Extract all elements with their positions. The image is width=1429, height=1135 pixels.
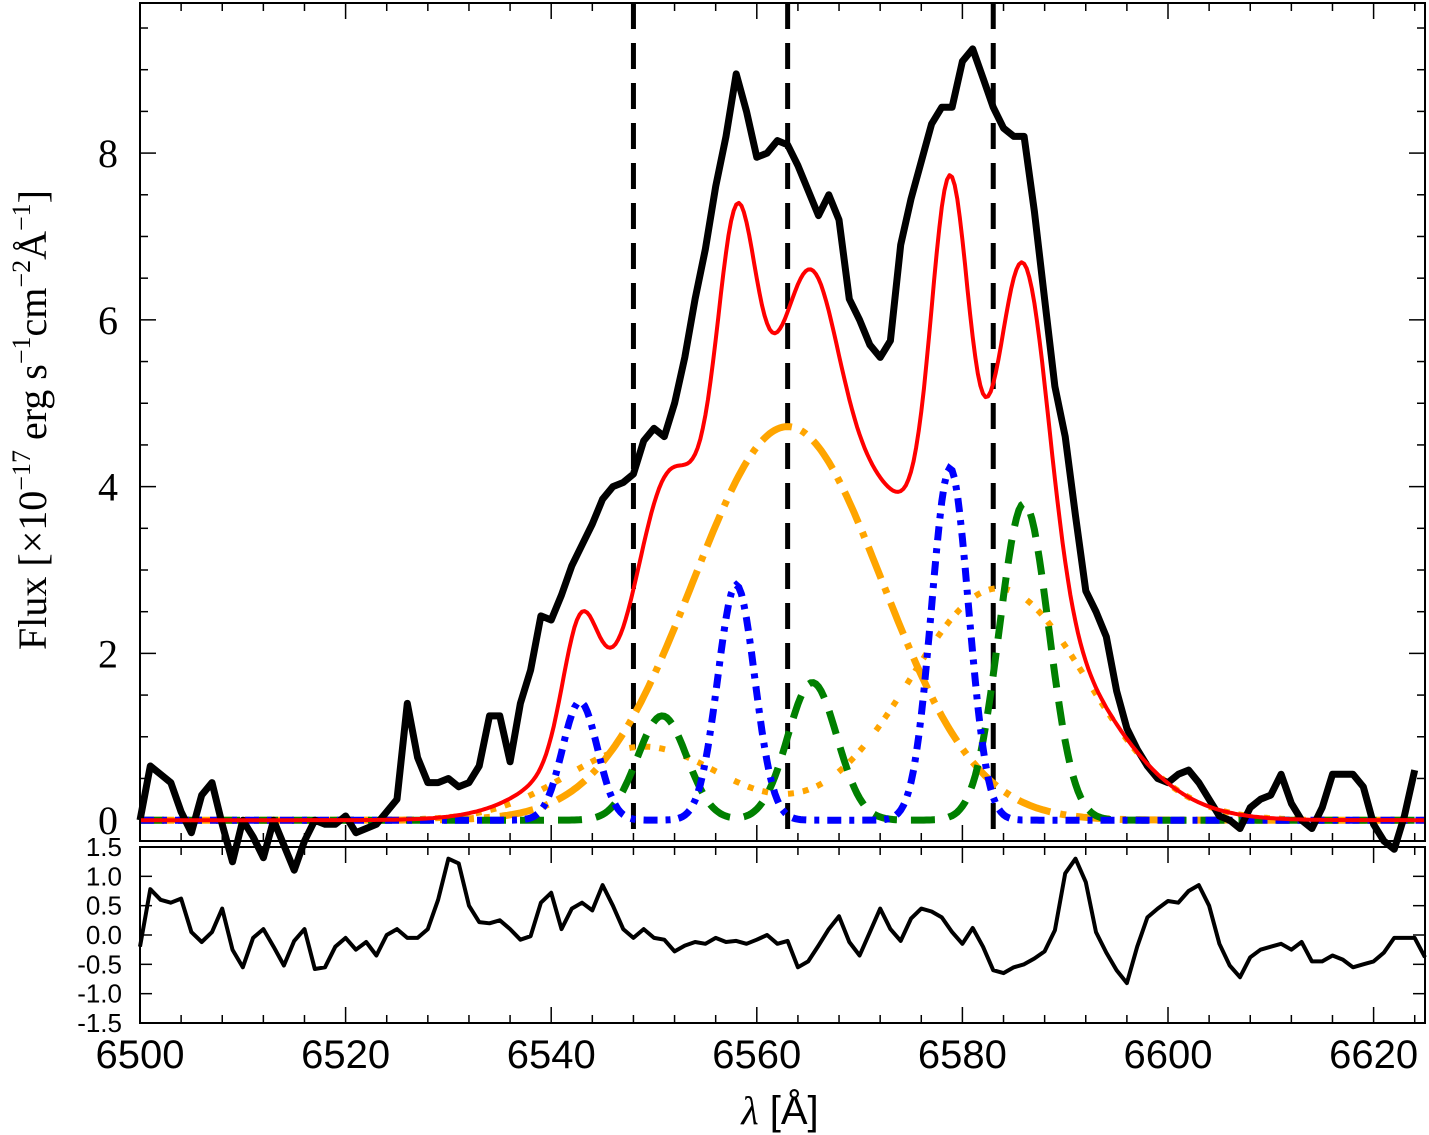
y-axis-label: Flux [×10−17 erg s−1cm−2Å−1] <box>7 190 55 650</box>
residual-y-tick-label: 1.5 <box>86 832 122 862</box>
residual-axis-ticks <box>139 846 1425 1024</box>
x-tick-labels: 6500 6520 6540 6560 6580 6600 6620 <box>96 1033 1419 1077</box>
total-fit-line <box>140 173 1425 823</box>
x-tick-label: 6540 <box>507 1033 596 1077</box>
flux-axis-ticks <box>139 3 1425 841</box>
residual-panel-frame <box>139 846 1426 1024</box>
observed-spectrum-line <box>136 45 1419 874</box>
fit-components <box>140 423 1425 824</box>
x-tick-label: 6500 <box>96 1033 185 1077</box>
x-tick-label: 6560 <box>712 1033 801 1077</box>
y-tick-label: 6 <box>98 298 118 343</box>
y-tick-label: 0 <box>98 798 118 843</box>
residual-y-tick-label: 1.0 <box>86 861 122 891</box>
x-axis-label: λ [Å] <box>740 1088 818 1133</box>
y-tick-label: 2 <box>98 631 118 676</box>
residual-y-tick-label: -1.5 <box>77 1008 122 1038</box>
residual-y-tick-labels: 1.51.00.50.0-0.5-1.0-1.5 <box>77 832 122 1038</box>
x-tick-label: 6620 <box>1329 1033 1418 1077</box>
x-tick-label: 6580 <box>918 1033 1007 1077</box>
flux-y-tick-labels: 0 2 4 6 8 <box>98 131 118 843</box>
broad-secondary-line <box>140 585 1425 824</box>
x-tick-label: 6600 <box>1124 1033 1213 1077</box>
y-tick-label: 4 <box>98 465 118 510</box>
flux-panel-frame <box>139 2 1426 842</box>
residual-y-tick-label: 0.0 <box>86 920 122 950</box>
residual-line <box>138 856 1427 986</box>
x-tick-label: 6520 <box>301 1033 390 1077</box>
narrow-green-line <box>140 499 1425 824</box>
flux-panel: 0 2 4 6 8 <box>98 2 1426 874</box>
residual-y-tick-label: -1.0 <box>77 979 122 1009</box>
residual-panel: 1.51.00.50.0-0.5-1.0-1.5 <box>77 832 1427 1038</box>
residual-y-tick-label: 0.5 <box>86 891 122 921</box>
residual-y-tick-label: -0.5 <box>77 949 122 979</box>
y-tick-label: 8 <box>98 131 118 176</box>
narrow-blue-line <box>140 463 1425 824</box>
broad-component-line <box>140 423 1425 824</box>
